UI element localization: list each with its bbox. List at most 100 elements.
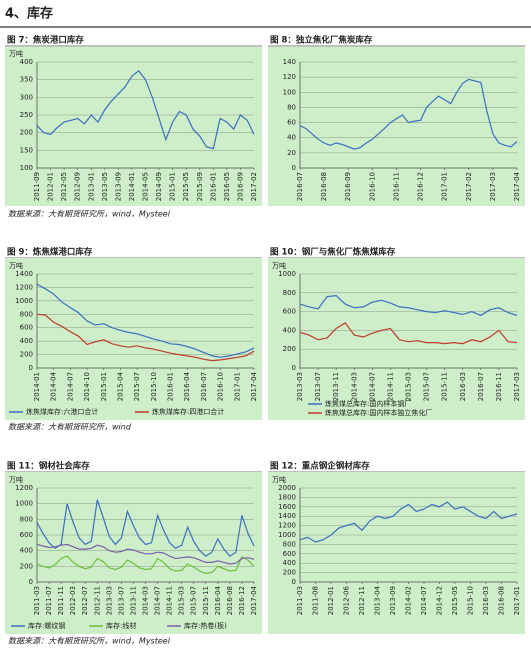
x-tick-label: 2016-09 <box>236 172 244 201</box>
x-tick-label: 2015-03 <box>405 372 413 401</box>
x-tick-label: 2016-03 <box>482 586 490 615</box>
x-tick-label: 2015-01 <box>100 372 108 401</box>
line-series <box>299 501 518 543</box>
x-tick-label: 2013-03 <box>296 372 304 401</box>
legend-label: 炼焦煤库存:四港口合计 <box>152 407 224 416</box>
line-series <box>36 499 255 557</box>
x-tick-label: 2017-01 <box>441 172 449 201</box>
y-tick-label: 400 <box>283 559 296 567</box>
x-tick-label: 2017-01 <box>513 586 521 615</box>
chart-title: 图 9：炼焦煤港口库存 <box>7 247 93 258</box>
y-tick-label: 1400 <box>15 270 33 278</box>
x-tick-label: 2011-03 <box>296 586 304 615</box>
x-tick-label: 2014-11 <box>386 372 394 401</box>
y-tick-label: 800 <box>283 289 296 297</box>
x-tick-label: 2013-01 <box>87 172 95 201</box>
x-tick-label: 2014-01 <box>128 172 136 201</box>
x-tick-label: 2013-07 <box>314 372 322 401</box>
y-tick-label: 100 <box>20 164 33 172</box>
y-tick-label: 80 <box>287 103 296 111</box>
x-tick-label: 2017-03 <box>513 372 521 401</box>
line-series <box>299 294 518 317</box>
x-tick-label: 2015-09 <box>196 172 204 201</box>
x-tick-label: 2012-06 <box>343 585 351 615</box>
x-tick-label: 2013-07 <box>117 586 125 615</box>
x-tick-label: 2014-03 <box>142 586 150 615</box>
legend-label: 库存:热卷(板) <box>184 621 227 630</box>
x-tick-label: 2017-02 <box>465 172 473 201</box>
line-series <box>36 555 255 575</box>
x-tick-label: 2016-07 <box>477 372 485 401</box>
chart-background <box>268 472 525 634</box>
y-tick-label: 350 <box>20 76 33 84</box>
chart-title: 图 12：重点钢企钢材库存 <box>270 461 370 472</box>
x-tick-label: 2014-07 <box>420 586 428 615</box>
x-tick-label: 2014-07 <box>368 372 376 401</box>
x-tick-label: 2014-04 <box>50 371 58 401</box>
legend-label: 炼焦煤库存:六港口合计 <box>26 407 98 416</box>
x-tick-label: 2013-11 <box>129 586 137 615</box>
x-tick-label: 2012-07 <box>81 586 89 615</box>
y-tick-label: 120 <box>283 73 296 81</box>
x-tick-label: 2016-01 <box>209 172 217 201</box>
y-tick-label: 1000 <box>278 270 296 278</box>
chart-background <box>268 258 525 420</box>
x-tick-label: 2016-01 <box>167 372 175 401</box>
x-tick-label: 2016-05 <box>223 172 231 201</box>
source-note: 数据来源：大有期货研究所，wind，Mysteel <box>8 637 171 646</box>
y-tick-label: 100 <box>283 88 296 96</box>
y-tick-label: 1800 <box>278 493 296 501</box>
y-tick-label: 200 <box>20 351 33 359</box>
unit-label: 万吨 <box>9 261 23 270</box>
chart-background <box>268 47 525 206</box>
y-tick-label: 0 <box>292 578 296 586</box>
y-tick-label: 200 <box>283 345 296 353</box>
x-tick-label: 2016-11 <box>392 172 400 201</box>
line-series <box>299 78 518 150</box>
x-tick-label: 2016-08 <box>226 586 234 615</box>
x-tick-label: 2016-12 <box>238 586 246 615</box>
x-tick-label: 2014-10 <box>83 372 91 401</box>
x-tick-label: 2012-05 <box>60 172 68 201</box>
chart-background <box>5 258 262 420</box>
legend-label: 库存:螺纹钢 <box>28 621 65 630</box>
y-tick-label: 1200 <box>15 484 33 492</box>
x-tick-label: 2017-04 <box>250 371 258 401</box>
x-tick-label: 2012-01 <box>327 586 335 615</box>
y-tick-label: 600 <box>283 550 296 558</box>
chart-background <box>5 472 262 634</box>
source-note: 数据来源：大有期货研究所，wind <box>8 423 132 432</box>
y-tick-label: 400 <box>20 547 33 555</box>
y-tick-label: 1000 <box>15 297 33 305</box>
y-tick-label: 1000 <box>278 531 296 539</box>
x-tick-label: 2016-11 <box>495 372 503 401</box>
x-tick-label: 2017-04 <box>250 585 258 615</box>
x-tick-label: 2014-01 <box>33 372 41 401</box>
x-tick-label: 2014-12 <box>436 586 444 615</box>
y-tick-label: 600 <box>283 308 296 316</box>
y-tick-label: 150 <box>20 146 33 154</box>
x-tick-label: 2012-01 <box>47 172 55 201</box>
y-tick-label: 1600 <box>278 503 296 511</box>
x-tick-label: 2014-03 <box>350 372 358 401</box>
x-tick-label: 2014-02 <box>405 586 413 615</box>
x-tick-label: 2015-10 <box>150 372 158 401</box>
x-tick-label: 2013-11 <box>332 372 340 401</box>
y-tick-label: 1400 <box>278 512 296 520</box>
x-tick-label: 2017-03 <box>489 172 497 201</box>
y-tick-label: 300 <box>20 93 33 101</box>
y-tick-label: 0 <box>292 164 296 172</box>
x-tick-label: 2016-10 <box>368 172 376 201</box>
x-tick-label: 2016-12 <box>417 172 425 201</box>
legend-label: 炼焦煤总库存:国内样本钢厂 <box>325 399 411 408</box>
y-tick-label: 60 <box>287 119 296 127</box>
y-tick-label: 800 <box>20 310 33 318</box>
chart-title: 图 11：钢材社会库存 <box>7 461 90 472</box>
line-series <box>36 283 255 358</box>
x-tick-label: 2017-04 <box>513 171 521 201</box>
y-tick-label: 600 <box>20 324 33 332</box>
x-tick-label: 2016-03 <box>459 372 467 401</box>
y-tick-label: 40 <box>287 134 296 142</box>
x-tick-label: 2016-10 <box>217 372 225 401</box>
x-tick-label: 2013-09 <box>114 172 122 201</box>
